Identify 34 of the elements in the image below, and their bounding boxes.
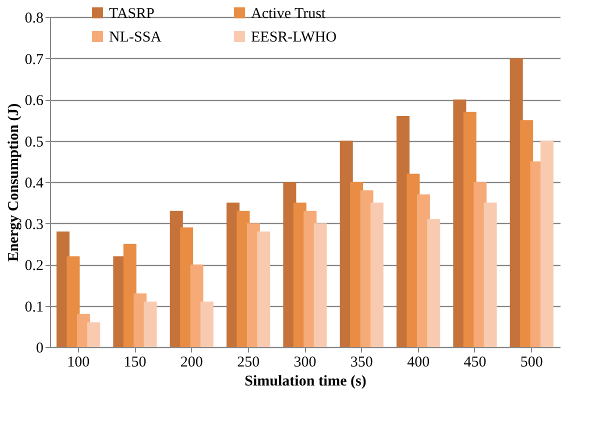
x-tick-label: 250 [237,354,260,370]
y-tick-label: 0.7 [24,52,44,68]
bar [540,140,554,347]
bar [314,223,327,347]
legend-label: TASRP [109,6,154,22]
y-tick-label: 0 [36,340,44,356]
bar [427,219,440,347]
x-tick-label: 500 [520,354,543,370]
bar [87,322,100,347]
bar [144,302,157,347]
x-tick-label: 400 [407,354,430,370]
x-tick-label: 100 [67,354,90,370]
legend-label: NL-SSA [109,30,162,46]
legend-label: EESR-LWHO [251,30,337,46]
y-tick-label: 0.6 [24,93,44,109]
legend-label: Active Trust [251,6,326,22]
x-tick-label: 350 [350,354,373,370]
y-tick-label: 0.2 [24,258,44,274]
bar [370,202,384,347]
x-axis-title: Simulation time (s) [244,374,366,390]
x-tick-label: 150 [124,354,146,370]
y-tick-label: 0.8 [24,10,44,26]
y-tick-label: 0.4 [24,176,44,192]
y-tick-label: 0.3 [24,216,44,233]
y-axis-title: Energy Consumption (J) [6,103,22,262]
bar [484,202,497,347]
x-tick-label: 200 [180,354,203,370]
x-tick-label: 450 [464,354,486,370]
bar [200,302,214,347]
y-tick-label: 0.1 [24,299,44,316]
bar [257,232,270,347]
y-tick-label: 0.5 [24,134,44,150]
x-tick-label: 300 [294,354,316,370]
bar [66,256,80,347]
